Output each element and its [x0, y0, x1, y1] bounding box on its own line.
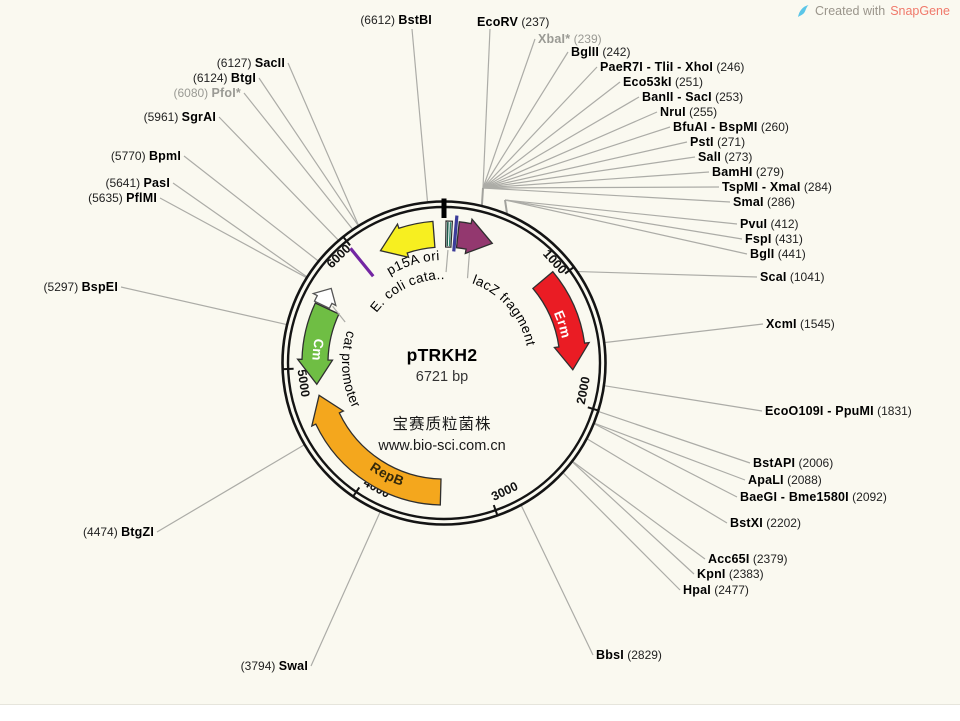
- leader-line-xbai: [483, 39, 535, 188]
- leader-line-pflmi: [160, 198, 306, 277]
- leader-line-hpai: [563, 473, 680, 590]
- leader-line-lacz-fragment: [468, 253, 470, 278]
- leader-line-bstbi: [412, 29, 427, 201]
- leader-line-e-coli-cata: [446, 250, 448, 272]
- leader-line-pasi: [173, 183, 306, 277]
- leader-line-tspmi-xmai: [483, 187, 719, 188]
- leader-line-ecoo109i-ppumi: [605, 386, 762, 411]
- leader-line-acc65i: [573, 462, 705, 559]
- plasmid-center-text: pTRKH2 6721 bp 宝赛质粒菌株 www.bio-sci.com.cn: [378, 345, 505, 454]
- leader-line-swai: [311, 512, 380, 666]
- leader-line-kpni: [573, 462, 694, 574]
- snapgene-watermark: Created with SnapGene: [797, 4, 950, 18]
- feature-label-e-coli-cata: E. coli cata...: [0, 0, 445, 315]
- feature-label-lacz-fragment: lacZ fragment: [471, 272, 539, 347]
- leader-line-pfoi: [244, 93, 352, 229]
- leader-line-pvui: [505, 200, 737, 224]
- leader-line-sacii: [288, 63, 358, 225]
- leader-line-btgi: [259, 78, 358, 225]
- leader-line-ecorv: [483, 29, 490, 188]
- vendor-url: www.bio-sci.com.cn: [378, 438, 505, 454]
- leader-line-bglii: [483, 52, 568, 188]
- leader-line-sali: [483, 157, 695, 188]
- feature-label-cat-promoter: cat promoter: [339, 329, 364, 410]
- leader-line-btgzi: [157, 445, 304, 532]
- leader-line-xcmi: [605, 324, 763, 343]
- tick-label-6000: 6000: [324, 241, 354, 271]
- tick-label-2000: 2000: [574, 375, 593, 405]
- watermark-brand: SnapGene: [890, 4, 950, 18]
- feature-misc-purple-site-mark: [350, 248, 373, 276]
- feature-label-cm: Cm: [309, 338, 326, 362]
- tick-label-1000: 1000: [540, 247, 569, 277]
- feature-lacz-fragment-arrow: [457, 219, 493, 253]
- leader-line-banii-saci: [483, 97, 639, 188]
- plasmid-size: 6721 bp: [378, 369, 505, 385]
- leader-line-apali: [595, 423, 745, 480]
- leader-fan-stem: [505, 200, 507, 213]
- plasmid-name: pTRKH2: [378, 345, 505, 366]
- leader-line-scai: [578, 272, 757, 277]
- tick-label-3000: 3000: [489, 479, 520, 504]
- leader-line-smai: [483, 188, 730, 202]
- leader-line-bpmi: [184, 156, 318, 261]
- vendor-name: 宝赛质粒菌株: [378, 412, 505, 434]
- leader-line-nrui: [483, 112, 657, 188]
- leader-line-bbsi: [521, 506, 593, 655]
- leader-fan-stem: [482, 188, 483, 205]
- bottom-whitespace: [0, 704, 960, 721]
- leader-line-bgli: [505, 200, 747, 254]
- leader-line-bspei: [121, 287, 286, 324]
- snapgene-logo-icon: [797, 4, 810, 18]
- watermark-prefix: Created with: [815, 4, 885, 18]
